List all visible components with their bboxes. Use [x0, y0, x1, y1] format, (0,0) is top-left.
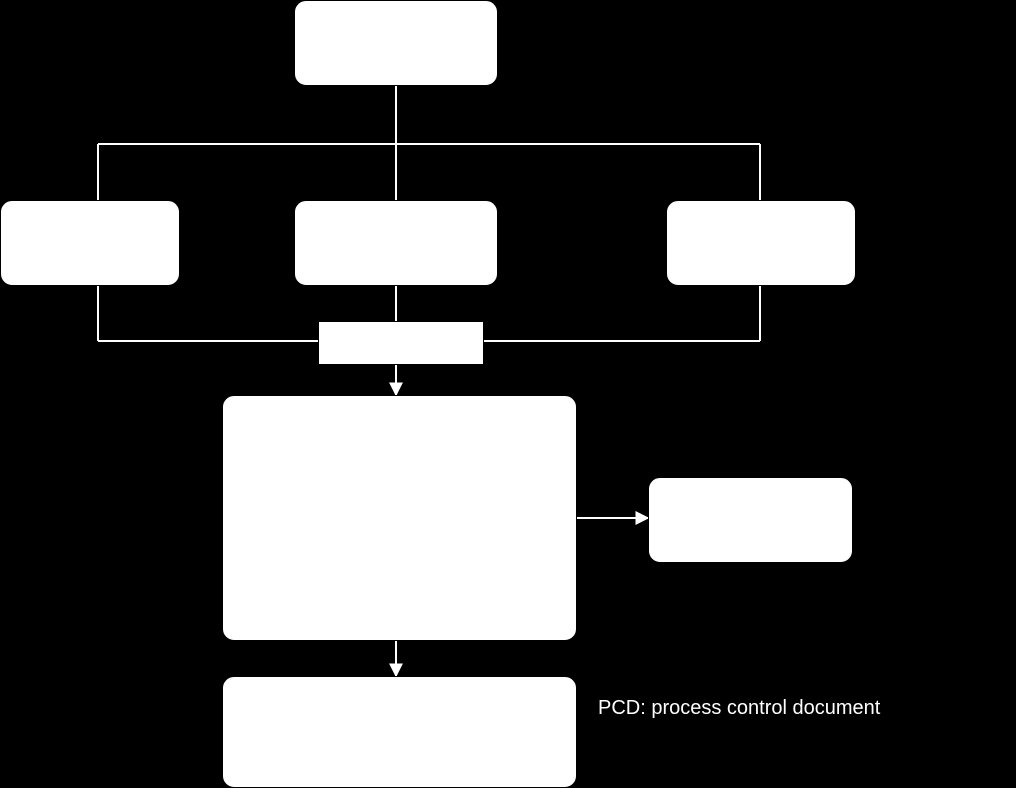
flowchart-edges — [0, 0, 1016, 788]
node-big — [222, 395, 577, 641]
node-mid — [294, 200, 498, 286]
node-left — [0, 200, 180, 286]
node-top — [294, 0, 498, 86]
node-side — [648, 477, 853, 563]
node-join — [318, 321, 484, 365]
diagram-caption: PCD: process control document — [598, 697, 880, 720]
node-bottom — [222, 676, 577, 788]
node-right — [666, 200, 856, 286]
